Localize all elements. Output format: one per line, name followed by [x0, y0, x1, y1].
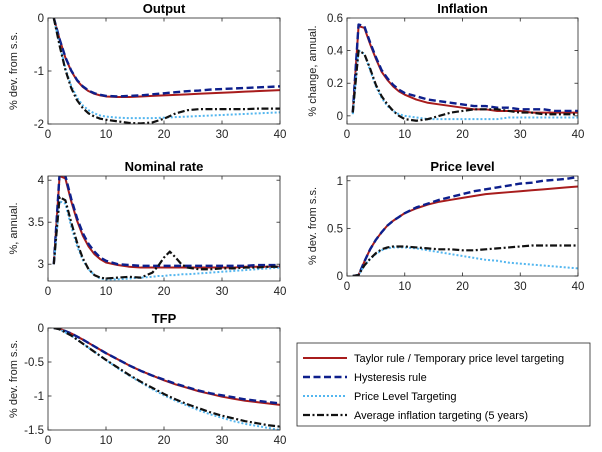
y-axis-label: %, annual. [8, 203, 20, 255]
y-tick-label: -1 [34, 66, 44, 78]
x-tick-label: 30 [216, 286, 229, 298]
panel-title: Output [143, 1, 186, 16]
panel-tfp: 0 10 20 30 40 -1.5 -1 -0.5 0 TFP % dev. from s.s. [8, 311, 286, 447]
x-tick-label: 20 [158, 435, 171, 447]
legend-label-taylor: Taylor rule / Temporary price level targ… [354, 353, 564, 365]
series-group [52, 18, 280, 124]
y-tick-label: 0 [38, 323, 44, 335]
legend-entry: Average inflation targeting (5 years) [303, 410, 528, 422]
y-tick-label: 4 [38, 175, 45, 187]
x-tick-label: 20 [456, 281, 469, 293]
x-tick-label: 0 [344, 281, 350, 293]
series-line-hysteresis-rule [52, 18, 280, 98]
y-tick-label: 0.5 [327, 223, 343, 235]
x-tick-label: 30 [514, 281, 527, 293]
x-tick-label: 20 [158, 129, 171, 141]
panel-nominal-rate: 0 10 20 30 40 3 3.5 4 Nominal rate %, annual. [8, 159, 286, 298]
panel-inflation: 0 10 20 30 40 0 0.2 0.4 0.6 Inflation % change, an… [307, 1, 584, 141]
x-tick-label: 20 [456, 129, 469, 141]
y-axis-label: % change, annual. [307, 25, 319, 116]
x-tick-label: 0 [45, 286, 51, 298]
x-tick-label: 30 [514, 129, 527, 141]
legend-box [296, 342, 591, 427]
series-line-hysteresis-rule [352, 176, 578, 276]
x-tick-label: 10 [100, 286, 113, 298]
y-tick-label: 0.6 [327, 13, 343, 25]
legend-entry: Hysteresis rule [303, 372, 427, 384]
y-tick-label: 1 [337, 176, 343, 188]
panel-title: Price level [430, 159, 494, 174]
x-tick-label: 10 [100, 129, 113, 141]
legend-label-hysteresis: Hysteresis rule [354, 372, 427, 384]
y-tick-label: -0.5 [24, 357, 44, 369]
series-line-average-inflation-targeting-5-years [52, 18, 280, 124]
series-line-average-inflation-targeting-5-years [53, 328, 280, 428]
x-tick-label: 10 [100, 435, 113, 447]
legend-entry: Taylor rule / Temporary price level targ… [303, 353, 564, 365]
y-tick-label: -2 [34, 119, 44, 131]
y-axis-label: % dev. from s.s. [8, 340, 20, 418]
y-tick-label: 0 [337, 111, 343, 123]
y-tick-label: 0.2 [327, 78, 343, 90]
y-tick-label: -1 [34, 391, 44, 403]
y-tick-label: 3.5 [28, 217, 44, 229]
y-tick-label: 0 [38, 13, 44, 25]
x-tick-label: 40 [274, 129, 287, 141]
series-line-hysteresis-rule [52, 176, 280, 268]
x-tick-label: 30 [216, 129, 229, 141]
series-group [52, 176, 280, 281]
y-axis-label: % dev. from s.s. [8, 32, 20, 110]
x-tick-label: 40 [274, 435, 287, 447]
legend: Taylor rule / Temporary price level targ… [296, 342, 591, 427]
y-tick-label: -1.5 [24, 425, 44, 437]
legend-label-price-level-targeting: Price Level Targeting [354, 391, 457, 403]
y-tick-label: 0 [337, 271, 343, 283]
x-tick-label: 40 [572, 129, 585, 141]
series-group [351, 23, 578, 122]
x-tick-label: 40 [274, 286, 287, 298]
x-tick-label: 40 [572, 281, 585, 293]
series-line-average-inflation-targeting-5-years [351, 49, 578, 122]
panel-output: 0 10 20 30 40 -2 -1 0 Output % dev. from s.s. [8, 1, 286, 141]
series-group [352, 176, 578, 276]
panel-price-level: 0 10 20 30 40 0 0.5 1 Price level % dev. from s.s… [307, 159, 584, 293]
x-tick-label: 10 [398, 129, 411, 141]
series-line-hysteresis-rule [53, 328, 280, 405]
x-tick-label: 0 [45, 435, 51, 447]
series-line-hysteresis-rule [351, 23, 578, 113]
x-tick-label: 0 [45, 129, 51, 141]
y-axis-label: % dev. from s.s. [307, 187, 319, 265]
y-tick-label: 0.4 [327, 46, 344, 58]
x-tick-label: 20 [158, 286, 171, 298]
panel-title: TFP [152, 311, 177, 326]
series-group [53, 328, 280, 430]
x-tick-label: 10 [398, 281, 411, 293]
panel-title: Nominal rate [125, 159, 204, 174]
legend-entry: Price Level Targeting [303, 391, 457, 403]
panel-title: Inflation [437, 1, 488, 16]
series-line-average-inflation-targeting-5-years [52, 195, 280, 280]
series-line-average-inflation-targeting-5-years [352, 244, 578, 276]
legend-label-average-inflation-targeting: Average inflation targeting (5 years) [354, 410, 528, 422]
x-tick-label: 30 [216, 435, 229, 447]
x-tick-label: 0 [344, 129, 350, 141]
y-tick-label: 3 [38, 259, 44, 271]
